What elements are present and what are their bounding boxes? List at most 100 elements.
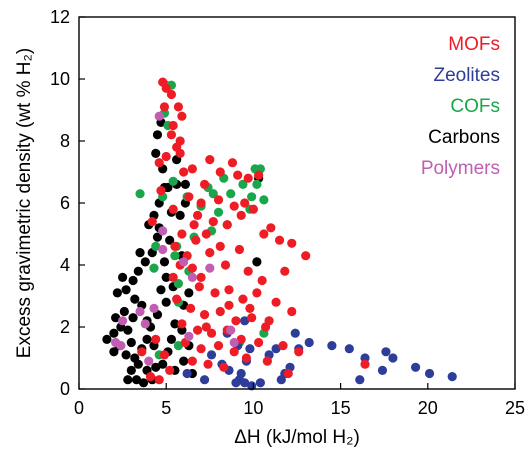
data-point-polymers xyxy=(118,316,128,326)
data-point-mofs xyxy=(196,344,206,354)
data-point-mofs xyxy=(360,359,370,369)
data-point-mofs xyxy=(205,248,215,258)
data-point-mofs xyxy=(154,375,164,385)
data-point-zeolites xyxy=(231,378,241,388)
data-points xyxy=(102,77,457,391)
data-point-carbons xyxy=(180,179,190,189)
data-point-mofs xyxy=(243,266,253,276)
data-point-mofs xyxy=(262,356,272,366)
data-point-mofs xyxy=(187,263,197,273)
data-point-polymers xyxy=(179,257,189,267)
legend-entry-cofs: COFs xyxy=(450,96,500,117)
y-tick-label: 0 xyxy=(60,379,70,399)
data-point-carbons xyxy=(161,297,171,307)
data-point-cofs xyxy=(149,263,159,273)
y-tick-label: 6 xyxy=(60,193,70,213)
data-point-mofs xyxy=(224,285,234,295)
data-point-mofs xyxy=(222,220,232,230)
data-point-carbons xyxy=(133,359,143,369)
data-point-carbons xyxy=(121,285,131,295)
data-point-mofs xyxy=(192,325,203,335)
data-point-carbons xyxy=(121,350,131,360)
legend: MOFs Zeolites COFs Carbons Polymers xyxy=(421,34,500,179)
data-point-mofs xyxy=(247,313,257,323)
data-point-cofs xyxy=(213,207,224,217)
data-point-mofs xyxy=(227,158,238,168)
data-point-cofs xyxy=(135,189,145,199)
data-point-mofs xyxy=(177,319,187,329)
x-axis-ticks: 0 5 10 15 20 25 xyxy=(74,383,525,418)
data-point-polymers xyxy=(144,356,154,366)
data-point-mofs xyxy=(280,266,290,276)
data-point-mofs xyxy=(287,306,297,317)
legend-entry-mofs: MOFs xyxy=(448,34,500,55)
y-tick-label: 8 xyxy=(60,131,70,151)
data-point-mofs xyxy=(229,347,239,357)
data-point-mofs xyxy=(233,170,243,180)
data-point-polymers xyxy=(205,263,215,273)
data-point-carbons xyxy=(161,272,171,282)
data-point-carbons xyxy=(151,148,161,158)
data-point-mofs xyxy=(168,272,178,282)
data-point-mofs xyxy=(137,347,147,357)
data-point-carbons xyxy=(112,288,122,298)
data-point-mofs xyxy=(177,111,187,121)
data-point-mofs xyxy=(283,368,293,379)
data-point-mofs xyxy=(166,130,177,140)
data-point-cofs xyxy=(168,176,178,186)
data-point-carbons xyxy=(138,378,149,388)
data-point-zeolites xyxy=(290,328,300,338)
data-point-zeolites xyxy=(255,378,265,388)
data-point-mofs xyxy=(234,244,245,255)
data-point-zeolites xyxy=(245,344,255,354)
data-point-zeolites xyxy=(182,368,192,379)
data-point-mofs xyxy=(177,229,187,239)
data-point-cofs xyxy=(208,189,218,199)
data-point-zeolites xyxy=(327,341,337,351)
data-point-mofs xyxy=(259,229,269,239)
legend-entry-polymers: Polymers xyxy=(421,158,500,179)
data-point-carbons xyxy=(118,272,128,282)
data-point-carbons xyxy=(133,266,143,276)
data-point-mofs xyxy=(201,322,211,332)
data-point-mofs xyxy=(236,334,246,344)
data-point-mofs xyxy=(159,350,170,360)
data-point-cofs xyxy=(170,251,180,261)
legend-entry-zeolites: Zeolites xyxy=(433,65,500,86)
data-point-mofs xyxy=(187,164,197,174)
data-point-mofs xyxy=(252,288,262,298)
data-point-carbons xyxy=(166,334,177,344)
y-axis-label: Excess gravimetric density (wt % H₂) xyxy=(14,48,35,358)
x-tick-label: 25 xyxy=(505,398,525,418)
x-tick-label: 15 xyxy=(331,398,351,418)
data-point-carbons xyxy=(152,130,163,140)
data-point-carbons xyxy=(163,182,173,193)
x-tick-label: 20 xyxy=(418,398,438,418)
data-point-mofs xyxy=(166,89,177,100)
data-point-zeolites xyxy=(206,350,217,360)
data-point-cofs xyxy=(173,279,184,289)
data-point-mofs xyxy=(161,151,171,162)
data-point-mofs xyxy=(219,362,229,372)
data-point-cofs xyxy=(252,179,262,189)
data-point-mofs xyxy=(210,288,220,298)
data-point-mofs xyxy=(245,303,255,313)
data-point-zeolites xyxy=(199,375,210,385)
data-point-zeolites xyxy=(447,372,457,382)
data-point-mofs xyxy=(213,195,224,205)
data-point-mofs xyxy=(159,102,170,112)
data-point-mofs xyxy=(205,155,215,165)
data-point-zeolites xyxy=(388,353,398,363)
data-point-carbons xyxy=(102,334,112,344)
data-point-carbons xyxy=(184,288,194,298)
data-point-cofs xyxy=(173,341,184,351)
data-point-carbons xyxy=(156,285,166,295)
data-point-mofs xyxy=(161,83,171,93)
data-point-mofs xyxy=(192,210,203,220)
data-point-polymers xyxy=(116,341,126,351)
legend-entry-carbons: Carbons xyxy=(428,127,500,148)
data-point-mofs xyxy=(231,316,241,326)
data-point-mofs xyxy=(240,198,250,208)
data-point-zeolites xyxy=(240,316,250,326)
data-point-mofs xyxy=(199,179,210,189)
